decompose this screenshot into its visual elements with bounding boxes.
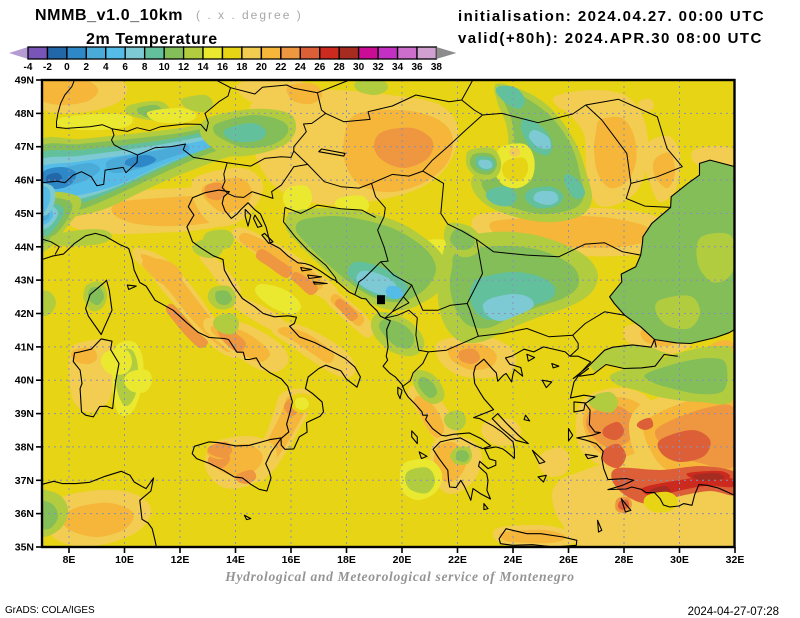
svg-text:16E: 16E	[282, 554, 301, 566]
svg-text:16: 16	[217, 62, 229, 73]
svg-text:10: 10	[159, 62, 171, 73]
svg-text:44N: 44N	[15, 241, 34, 253]
svg-text:18: 18	[236, 62, 248, 73]
svg-text:48N: 48N	[15, 108, 34, 120]
svg-text:49N: 49N	[15, 75, 34, 87]
svg-text:24: 24	[295, 62, 307, 73]
svg-text:2: 2	[84, 62, 90, 73]
svg-text:24E: 24E	[504, 554, 523, 566]
svg-text:28: 28	[334, 62, 346, 73]
svg-text:20E: 20E	[393, 554, 412, 566]
svg-text:( . x . degree ): ( . x . degree )	[196, 8, 303, 22]
svg-text:22: 22	[275, 62, 287, 73]
svg-text:32E: 32E	[726, 554, 745, 566]
svg-text:4: 4	[103, 62, 109, 73]
svg-text:18E: 18E	[337, 554, 356, 566]
svg-text:6: 6	[122, 62, 128, 73]
svg-text:20: 20	[256, 62, 268, 73]
svg-text:2m Temperature: 2m Temperature	[86, 31, 218, 48]
svg-text:43N: 43N	[15, 275, 34, 287]
svg-text:2024-04-27-07:28: 2024-04-27-07:28	[688, 606, 779, 618]
svg-text:8E: 8E	[63, 554, 76, 566]
svg-text:12: 12	[178, 62, 190, 73]
svg-text:36: 36	[411, 62, 423, 73]
svg-text:GrADS: COLA/IGES: GrADS: COLA/IGES	[5, 605, 95, 616]
svg-text:40N: 40N	[15, 375, 34, 387]
svg-text:35N: 35N	[15, 542, 34, 554]
svg-text:10E: 10E	[115, 554, 134, 566]
svg-text:NMMB_v1.0_10km: NMMB_v1.0_10km	[35, 7, 183, 24]
svg-text:12E: 12E	[171, 554, 190, 566]
svg-text:26E: 26E	[559, 554, 578, 566]
svg-text:39N: 39N	[15, 408, 34, 420]
svg-text:14: 14	[197, 62, 209, 73]
svg-text:22E: 22E	[448, 554, 467, 566]
svg-text:41N: 41N	[15, 341, 34, 353]
svg-text:47N: 47N	[15, 141, 34, 153]
svg-text:32: 32	[373, 62, 385, 73]
svg-text:Hydrological and Meteorologica: Hydrological and Meteorological service …	[224, 569, 574, 584]
svg-text:26: 26	[314, 62, 326, 73]
svg-text:8: 8	[142, 62, 148, 73]
svg-text:38N: 38N	[15, 441, 34, 453]
svg-text:-2: -2	[43, 62, 52, 73]
svg-text:14E: 14E	[226, 554, 245, 566]
svg-text:38: 38	[431, 62, 443, 73]
svg-text:30E: 30E	[670, 554, 689, 566]
svg-text:36N: 36N	[15, 508, 34, 520]
svg-text:45N: 45N	[15, 208, 34, 220]
svg-text:42N: 42N	[15, 308, 34, 320]
svg-text:0: 0	[64, 62, 70, 73]
svg-text:28E: 28E	[615, 554, 634, 566]
svg-text:46N: 46N	[15, 175, 34, 187]
svg-text:valid(+80h): 2024.APR.30 08:00: valid(+80h): 2024.APR.30 08:00 UTC	[458, 30, 763, 47]
svg-text:30: 30	[353, 62, 365, 73]
svg-text:-4: -4	[24, 62, 33, 73]
svg-text:37N: 37N	[15, 475, 34, 487]
svg-text:initialisation: 2024.04.27. 00: initialisation: 2024.04.27. 00:00 UTC	[458, 8, 765, 25]
svg-text:34: 34	[392, 62, 404, 73]
